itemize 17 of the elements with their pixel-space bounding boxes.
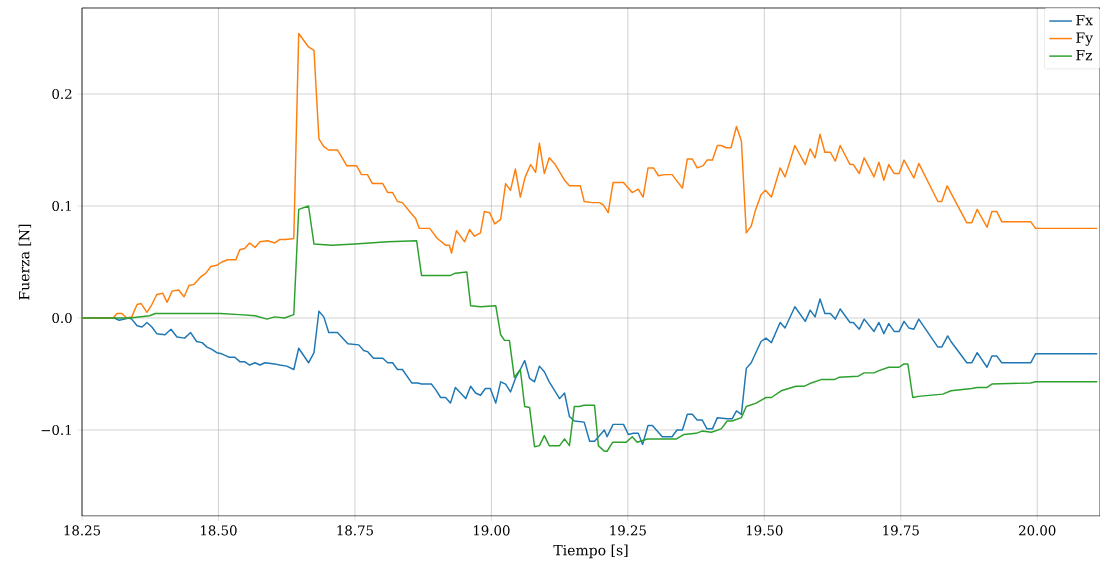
x-tick-label: 18.75	[337, 525, 373, 536]
x-tick-label: 19.25	[610, 525, 646, 536]
y-tick-label: 0.0	[52, 312, 72, 324]
x-axis-title: Tiempo [s]	[553, 544, 628, 559]
y-tick-label: 0.2	[52, 88, 72, 100]
legend-label: Fy	[1076, 32, 1094, 46]
y-tick-label: 0.1	[52, 200, 71, 212]
legend-label: Fz	[1076, 50, 1093, 61]
legend-label: Fx	[1076, 14, 1093, 26]
y-tick-label: −0.1	[41, 424, 71, 436]
x-tick-label: 18.25	[64, 525, 101, 536]
x-tick-label: 19.75	[883, 525, 919, 536]
x-tick-label: 18.50	[201, 525, 237, 536]
y-axis-title: Fuerza [N]	[18, 224, 32, 300]
x-tick-label: 19.50	[746, 525, 783, 536]
x-tick-label: 20.00	[1019, 525, 1056, 536]
x-tick-label: 19.00	[473, 525, 510, 536]
